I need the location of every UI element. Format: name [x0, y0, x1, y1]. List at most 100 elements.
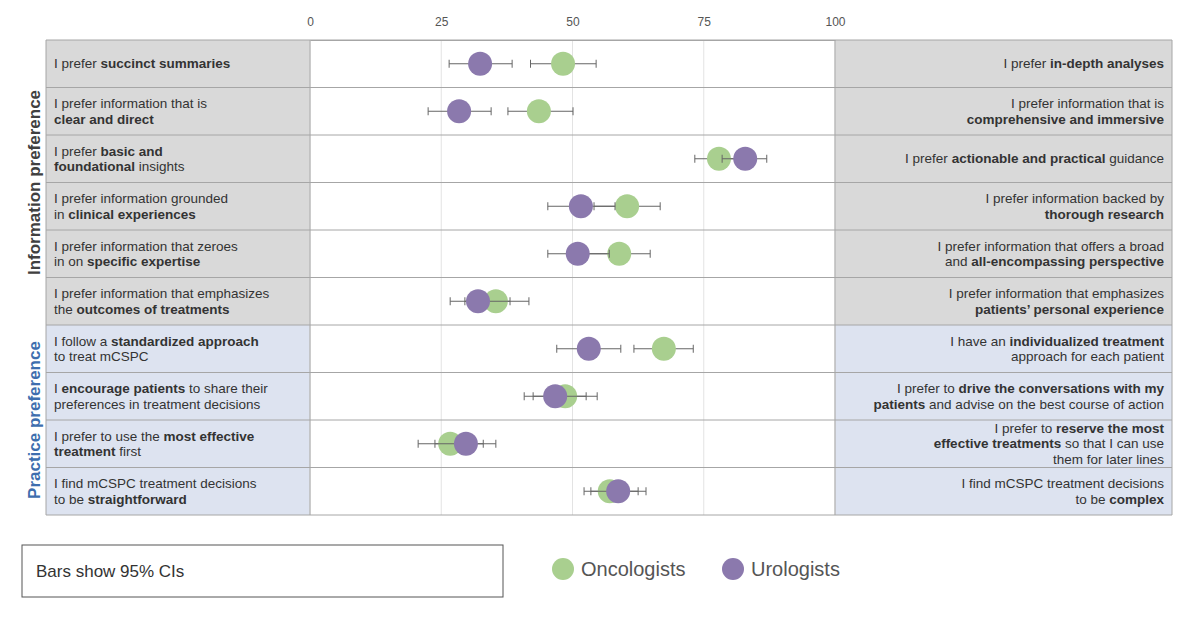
label-part: I prefer to	[994, 421, 1056, 436]
error-bar-cap	[449, 60, 450, 68]
right-cell	[835, 325, 1172, 373]
label-emphasis: treatment	[54, 444, 116, 459]
row-label: and all-encompassing perspective	[945, 254, 1165, 269]
tick-label: 75	[698, 15, 712, 29]
error-bar-cap	[660, 202, 661, 210]
row-label: I prefer information that is	[1011, 96, 1164, 111]
error-bar-cap	[597, 392, 598, 400]
row-label: I prefer information that offers a broad	[938, 239, 1164, 254]
row-label: I prefer information that is	[54, 96, 207, 111]
error-bar-cap	[766, 155, 767, 163]
dot	[468, 52, 492, 76]
error-bar-cap	[547, 250, 548, 258]
tick-label: 0	[307, 15, 314, 29]
left-cell	[46, 40, 310, 88]
error-bar-cap	[507, 107, 508, 115]
row-label: effective treatments so that I can use	[934, 436, 1164, 451]
label-part: I prefer information that zeroes	[54, 239, 238, 254]
tick: 75	[698, 15, 712, 40]
label-emphasis: actionable and practical	[952, 151, 1106, 166]
row-separator	[46, 372, 1172, 373]
row-label: preferences in treatment decisions	[54, 397, 261, 412]
series	[418, 52, 745, 504]
annotation-box	[22, 545, 503, 597]
error-bar-cap	[694, 155, 695, 163]
grid-line	[310, 40, 311, 515]
label-part: I follow a	[54, 334, 111, 349]
label-part: I prefer	[905, 151, 952, 166]
row-label: I prefer in-depth analyses	[1003, 56, 1164, 71]
row-label: I prefer information that emphasizes	[949, 286, 1165, 301]
row-separator	[46, 87, 1172, 88]
marks	[418, 52, 767, 504]
label-part: I prefer information that offers a broad	[938, 239, 1164, 254]
row-label: clear and direct	[54, 112, 154, 127]
label-part: I prefer	[54, 144, 101, 159]
dot	[733, 147, 757, 171]
error-bar-cap	[495, 440, 496, 448]
legend-label: Oncologists	[581, 558, 686, 580]
label-emphasis: patients	[874, 397, 926, 412]
error-bar-cap	[609, 250, 610, 258]
label-part: so that I can use	[1061, 436, 1164, 451]
label-part: first	[116, 444, 142, 459]
left-cell	[46, 278, 310, 326]
tick: 0	[307, 15, 314, 40]
right-cell	[835, 468, 1172, 516]
dot	[551, 52, 575, 76]
tick-label: 25	[435, 15, 449, 29]
error-bar-cap	[556, 345, 557, 353]
error-bar-cap	[528, 297, 529, 305]
error-bar-cap	[615, 202, 616, 210]
error-bar-cap	[633, 345, 634, 353]
row-label: approach for each patient	[1011, 349, 1164, 364]
row-label: foundational insights	[54, 159, 185, 174]
label-emphasis: patients’ personal experience	[975, 302, 1165, 317]
error-bar-cap	[646, 487, 647, 495]
label-part: I prefer information that is	[1011, 96, 1164, 111]
error-bar-cap	[596, 60, 597, 68]
grid-line	[835, 40, 836, 515]
series	[428, 52, 767, 504]
row-label: to be straightforward	[54, 492, 187, 507]
error-bar-cap	[524, 392, 525, 400]
label-emphasis: individualized treatment	[1009, 334, 1164, 349]
label-emphasis: foundational	[54, 159, 135, 174]
dot	[606, 479, 630, 503]
label-part: I prefer information that emphasizes	[54, 286, 270, 301]
row-label: thorough research	[1045, 207, 1164, 222]
label-emphasis: encourage patients	[62, 381, 186, 396]
error-bar-cap	[586, 392, 587, 400]
row-label: in on specific expertise	[54, 254, 201, 269]
row-label: I encourage patients to share their	[54, 381, 268, 396]
x-axis: 0255075100	[307, 15, 846, 41]
error-bar-cap	[428, 107, 429, 115]
label-part: insights	[135, 159, 185, 174]
label-part: the	[54, 302, 77, 317]
group-label: Practice preference	[25, 341, 44, 499]
backgrounds	[46, 40, 1172, 515]
row-label: I follow a standardized approach	[54, 334, 259, 349]
row-label: them for later lines	[1053, 452, 1164, 467]
label-part: guidance	[1105, 151, 1164, 166]
error-bar-cap	[573, 107, 574, 115]
dot	[447, 99, 471, 123]
dot	[466, 289, 490, 313]
row-label: treatment first	[54, 444, 141, 459]
row-separator	[46, 515, 1172, 516]
label-emphasis: clinical experiences	[68, 207, 196, 222]
error-bar-cap	[620, 345, 621, 353]
left-cell	[46, 325, 310, 373]
left-cell	[46, 468, 310, 516]
right-cell	[835, 230, 1172, 278]
column-border	[46, 40, 47, 515]
row-labels: I prefer succinct summariesI prefer in-d…	[54, 56, 1164, 506]
column-border	[835, 40, 836, 515]
right-cell	[835, 278, 1172, 326]
left-cell	[46, 420, 310, 468]
row-label: I prefer to use the most effective	[54, 429, 255, 444]
label-part: to share their	[185, 381, 268, 396]
legend: OncologistsUrologists	[552, 558, 840, 580]
row-label: patients and advise on the best course o…	[874, 397, 1164, 412]
row-separator	[46, 467, 1172, 468]
